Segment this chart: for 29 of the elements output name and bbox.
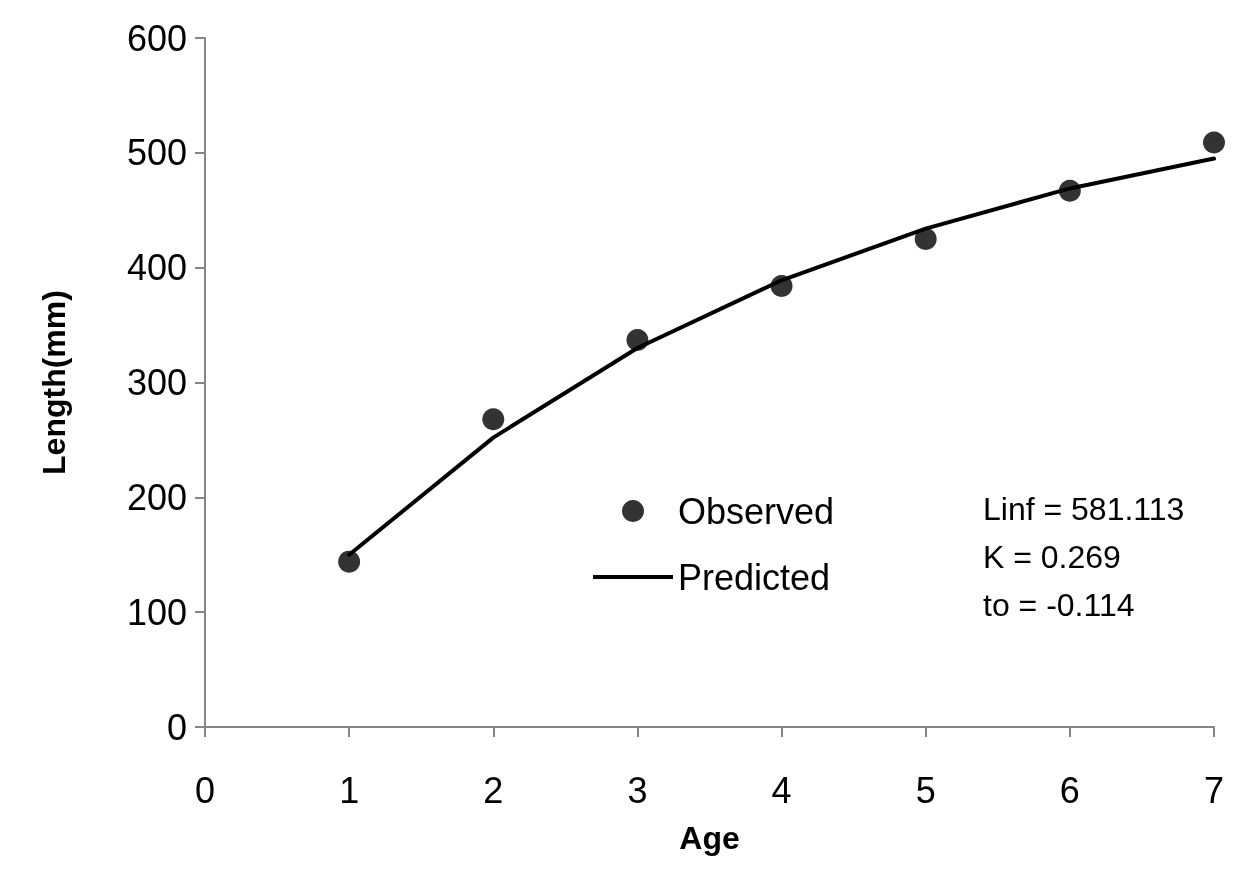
point [1203,131,1225,154]
y-tick-label: 500 [126,132,187,174]
y-tick-label: 200 [126,476,187,518]
point [626,329,649,352]
annotation: to = -0.114 [983,587,1135,623]
legend-label: Observed [678,490,835,532]
x-tick-label: 6 [1059,769,1080,811]
y-tick-label: 0 [166,706,187,748]
point [1058,179,1081,202]
x-tick-label: 1 [339,769,360,811]
y-tick-label: 300 [126,362,187,403]
annotation: Linf = 581.113 [983,491,1185,527]
point [770,275,793,298]
x-tick-label: 4 [771,769,792,811]
y-axis-title: Length(mm) [36,290,72,475]
x-tick-label: 2 [483,769,504,811]
x-tick-label: 3 [627,769,648,811]
point [482,408,505,431]
annotation: K = 0.269 [983,539,1121,575]
y-tick-label: 600 [126,17,187,59]
x-tick-label: 7 [1203,769,1225,811]
y-tick-label: 100 [126,591,187,633]
legend-label: Predicted [678,556,831,598]
x-tick-label: 5 [915,769,936,811]
point [914,227,937,250]
point [338,550,361,573]
y-tick-label: 400 [126,247,187,289]
x-axis-title: Age [679,820,740,856]
x-tick-label: 0 [194,769,216,811]
